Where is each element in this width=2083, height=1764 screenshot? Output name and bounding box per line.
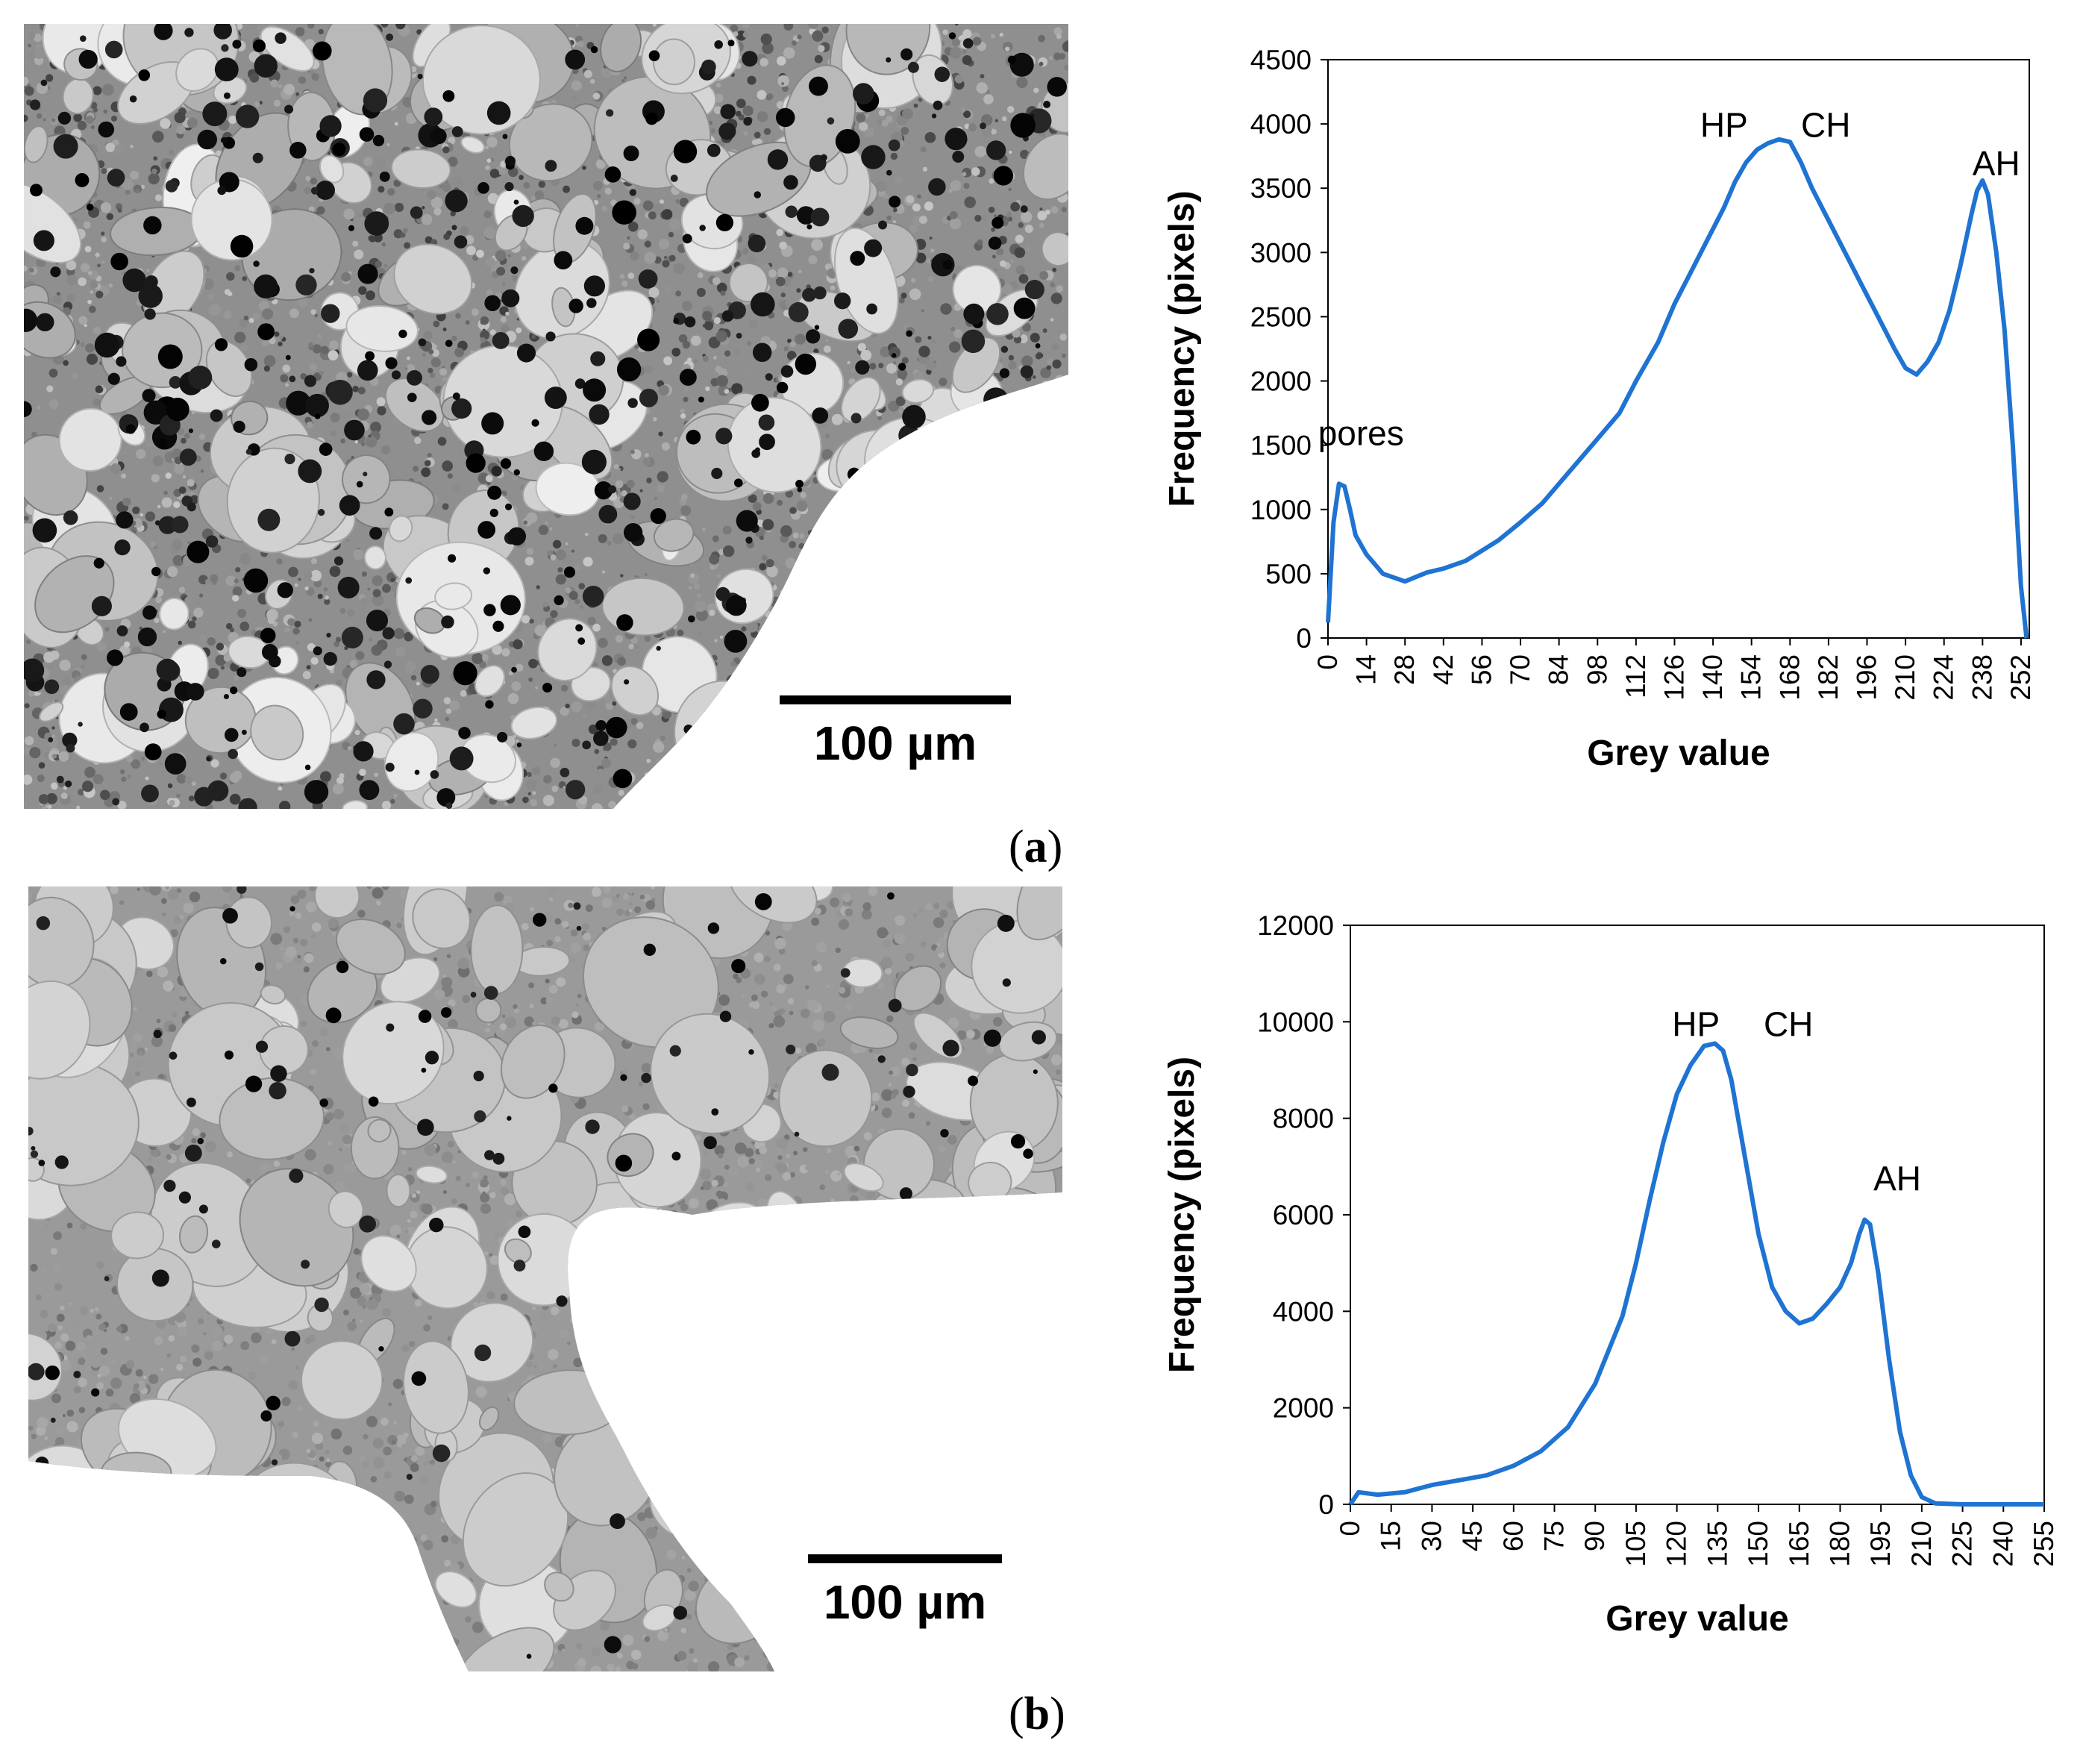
y-tick-label: 1500 (1250, 431, 1312, 461)
x-tick-label: 210 (1906, 1521, 1937, 1567)
y-tick-label: 500 (1265, 559, 1312, 589)
x-tick-label: 14 (1351, 654, 1382, 685)
y-tick-label: 4000 (1273, 1296, 1334, 1327)
histogram-chart-b: 0 2000 4000 6000 8000 10000 12000 0 15 30 45 60 75 90… (1162, 910, 2059, 1639)
x-tick-label: 112 (1620, 654, 1651, 698)
x-tick-label: 42 (1428, 654, 1459, 685)
x-tick-label: 196 (1852, 654, 1882, 701)
y-tick-label: 3000 (1250, 237, 1312, 268)
peak-annotation: AH (1973, 144, 2020, 183)
y-tick-label: 8000 (1273, 1104, 1334, 1134)
x-tick-label: 105 (1620, 1521, 1651, 1567)
y-tick-label: 10000 (1257, 1007, 1334, 1037)
peak-annotation: pores (1318, 414, 1404, 453)
x-tick-label: 154 (1736, 654, 1767, 701)
x-tick-label: 210 (1890, 654, 1920, 701)
y-tick-label: 2000 (1273, 1393, 1334, 1424)
y-tick-label: 0 (1296, 623, 1312, 654)
x-tick-label: 56 (1466, 654, 1497, 685)
x-tick-label: 165 (1784, 1521, 1814, 1567)
micrograph-texture (28, 886, 1062, 1671)
x-tick-label: 60 (1498, 1521, 1529, 1551)
x-tick-label: 140 (1697, 654, 1728, 701)
x-tick-label: 195 (1865, 1521, 1896, 1567)
peak-annotation: CH (1801, 105, 1850, 144)
x-tick-label: 0 (1335, 1521, 1365, 1536)
y-axis-label: Frequency (pixels) (1162, 1057, 1202, 1373)
x-tick-label: 28 (1389, 654, 1420, 685)
peak-annotation: HP (1700, 105, 1748, 144)
panel-label-a: (a) (1009, 822, 1063, 872)
y-tick-label: 4500 (1250, 45, 1312, 75)
panel-label-b: (b) (1009, 1689, 1065, 1739)
x-tick-label: 168 (1774, 654, 1805, 701)
x-tick-label: 15 (1376, 1521, 1406, 1551)
x-tick-label: 0 (1312, 654, 1343, 670)
micrograph-texture (24, 24, 1068, 809)
y-tick-label: 2000 (1250, 366, 1312, 397)
histogram-line (1326, 137, 2029, 639)
x-tick-label: 225 (1947, 1521, 1978, 1567)
micrograph-b: 100 µm (28, 886, 1062, 1671)
x-tick-label: 135 (1702, 1521, 1732, 1567)
peak-annotation: HP (1672, 1005, 1720, 1044)
scale-bar-label: 100 µm (814, 716, 977, 770)
scale-bar (780, 695, 1011, 704)
peak-annotation: CH (1764, 1005, 1813, 1044)
y-tick-label: 1000 (1250, 495, 1312, 525)
x-tick-label: 182 (1813, 654, 1844, 701)
x-tick-label: 70 (1505, 654, 1535, 685)
x-axis-label: Grey value (1587, 734, 1770, 773)
y-tick-label: 6000 (1273, 1200, 1334, 1230)
x-tick-label: 180 (1824, 1521, 1855, 1567)
y-tick-label: 4000 (1250, 109, 1312, 140)
peak-annotation: AH (1873, 1160, 1921, 1198)
x-axis-label: Grey value (1606, 1599, 1788, 1639)
scale-bar (808, 1554, 1002, 1563)
y-tick-label: 12000 (1257, 910, 1334, 941)
x-tick-label: 252 (2005, 654, 2036, 701)
x-tick-label: 30 (1416, 1521, 1447, 1551)
histogram-line (1348, 1041, 2044, 1507)
x-tick-label: 238 (1967, 654, 1997, 701)
scale-bar-label: 100 µm (824, 1575, 986, 1629)
plot-area (1327, 59, 2030, 639)
x-tick-label: 84 (1544, 654, 1574, 685)
x-tick-label: 90 (1579, 1521, 1610, 1551)
y-tick-label: 0 (1318, 1489, 1334, 1520)
micrograph-a: 100 µm (24, 24, 1068, 809)
y-axis-label: Frequency (pixels) (1162, 190, 1202, 507)
x-tick-label: 120 (1661, 1521, 1692, 1567)
x-tick-label: 240 (1988, 1521, 2018, 1567)
x-tick-label: 126 (1658, 654, 1689, 701)
x-tick-label: 45 (1457, 1521, 1488, 1551)
y-tick-label: 3500 (1250, 173, 1312, 204)
x-tick-label: 150 (1743, 1521, 1773, 1567)
x-tick-label: 75 (1539, 1521, 1570, 1551)
x-tick-label: 224 (1929, 654, 1959, 701)
x-tick-label: 98 (1582, 654, 1612, 685)
x-tick-label: 255 (2029, 1521, 2059, 1567)
y-tick-label: 2500 (1250, 301, 1312, 332)
